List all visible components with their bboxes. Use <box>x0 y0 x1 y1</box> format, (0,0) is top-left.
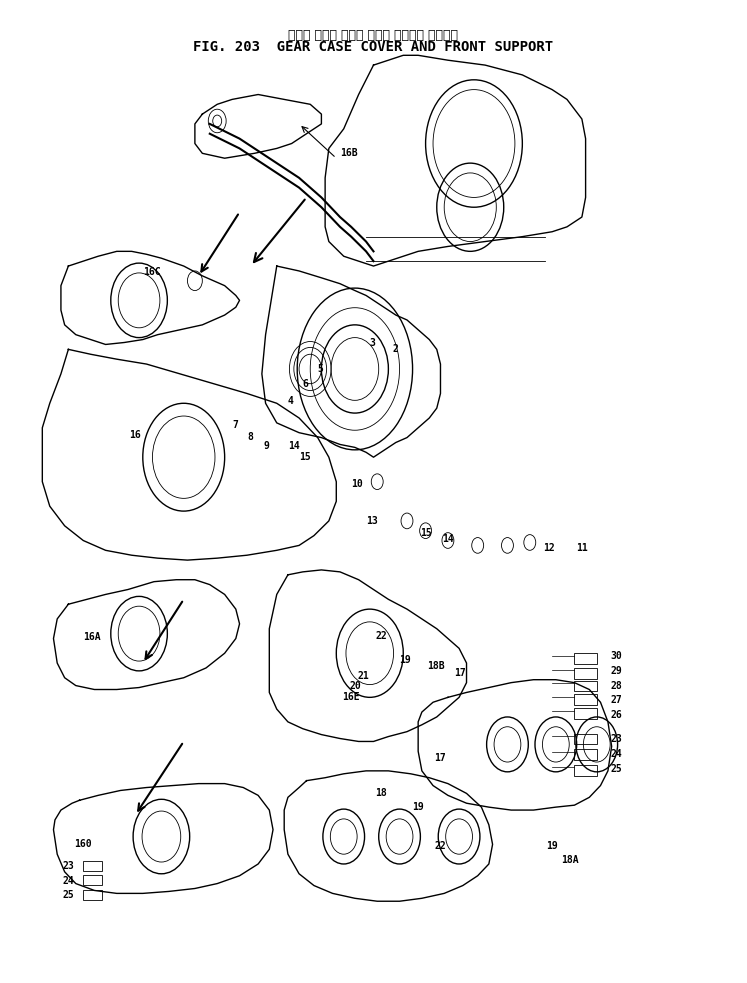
Text: 17: 17 <box>435 753 446 763</box>
Text: 22: 22 <box>376 630 388 641</box>
Text: 11: 11 <box>576 544 588 553</box>
Text: 21: 21 <box>357 670 369 681</box>
Bar <box>574 708 597 719</box>
Text: 24: 24 <box>610 749 622 759</box>
Text: 10: 10 <box>351 479 363 489</box>
Text: 22: 22 <box>435 841 446 851</box>
Text: 14: 14 <box>288 441 300 451</box>
Text: 24: 24 <box>63 876 74 886</box>
Text: 27: 27 <box>610 695 622 705</box>
Text: 15: 15 <box>299 452 311 462</box>
Text: 14: 14 <box>442 534 453 544</box>
Text: 20: 20 <box>350 680 362 691</box>
Text: 26: 26 <box>610 710 622 720</box>
Text: 16A: 16A <box>83 631 101 642</box>
Text: 25: 25 <box>63 891 74 900</box>
Text: 160: 160 <box>74 839 92 849</box>
Text: 2: 2 <box>392 344 398 354</box>
Text: 28: 28 <box>610 680 622 691</box>
Text: 23: 23 <box>63 861 74 871</box>
Bar <box>574 765 597 776</box>
Text: 30: 30 <box>610 651 622 662</box>
Text: 16E: 16E <box>342 692 360 702</box>
Bar <box>574 654 597 665</box>
Text: 18B: 18B <box>427 661 444 671</box>
Text: 6: 6 <box>303 378 309 388</box>
Text: 13: 13 <box>366 516 378 526</box>
Text: 4: 4 <box>288 396 294 406</box>
Bar <box>83 891 102 900</box>
Text: 5: 5 <box>317 364 323 374</box>
Text: 19: 19 <box>412 802 424 812</box>
Text: 25: 25 <box>610 764 622 774</box>
Text: 23: 23 <box>610 734 622 744</box>
Text: 3: 3 <box>370 337 376 348</box>
Text: 15: 15 <box>420 528 431 538</box>
Bar <box>574 749 597 760</box>
Bar <box>83 875 102 885</box>
Bar <box>574 694 597 705</box>
Text: 18: 18 <box>375 788 387 798</box>
Text: 16C: 16C <box>143 267 161 277</box>
Bar <box>574 667 597 678</box>
Text: 9: 9 <box>264 441 269 451</box>
Text: 7: 7 <box>232 420 238 430</box>
Text: 17: 17 <box>454 667 465 678</box>
Text: 16B: 16B <box>340 148 358 158</box>
Text: 18A: 18A <box>561 855 579 865</box>
Text: 12: 12 <box>543 544 555 553</box>
Text: 19: 19 <box>400 655 412 665</box>
Text: FIG. 203  GEAR CASE COVER AND FRONT SUPPORT: FIG. 203 GEAR CASE COVER AND FRONT SUPPO… <box>193 40 554 54</box>
Text: 29: 29 <box>610 665 622 676</box>
Text: 19: 19 <box>546 841 558 851</box>
Bar <box>574 680 597 691</box>
Text: ギヤー ケース カバー および フロント サポート: ギヤー ケース カバー および フロント サポート <box>288 29 459 42</box>
Text: 16: 16 <box>129 430 141 439</box>
Bar <box>574 733 597 744</box>
Bar <box>83 861 102 871</box>
Text: 8: 8 <box>247 432 252 441</box>
